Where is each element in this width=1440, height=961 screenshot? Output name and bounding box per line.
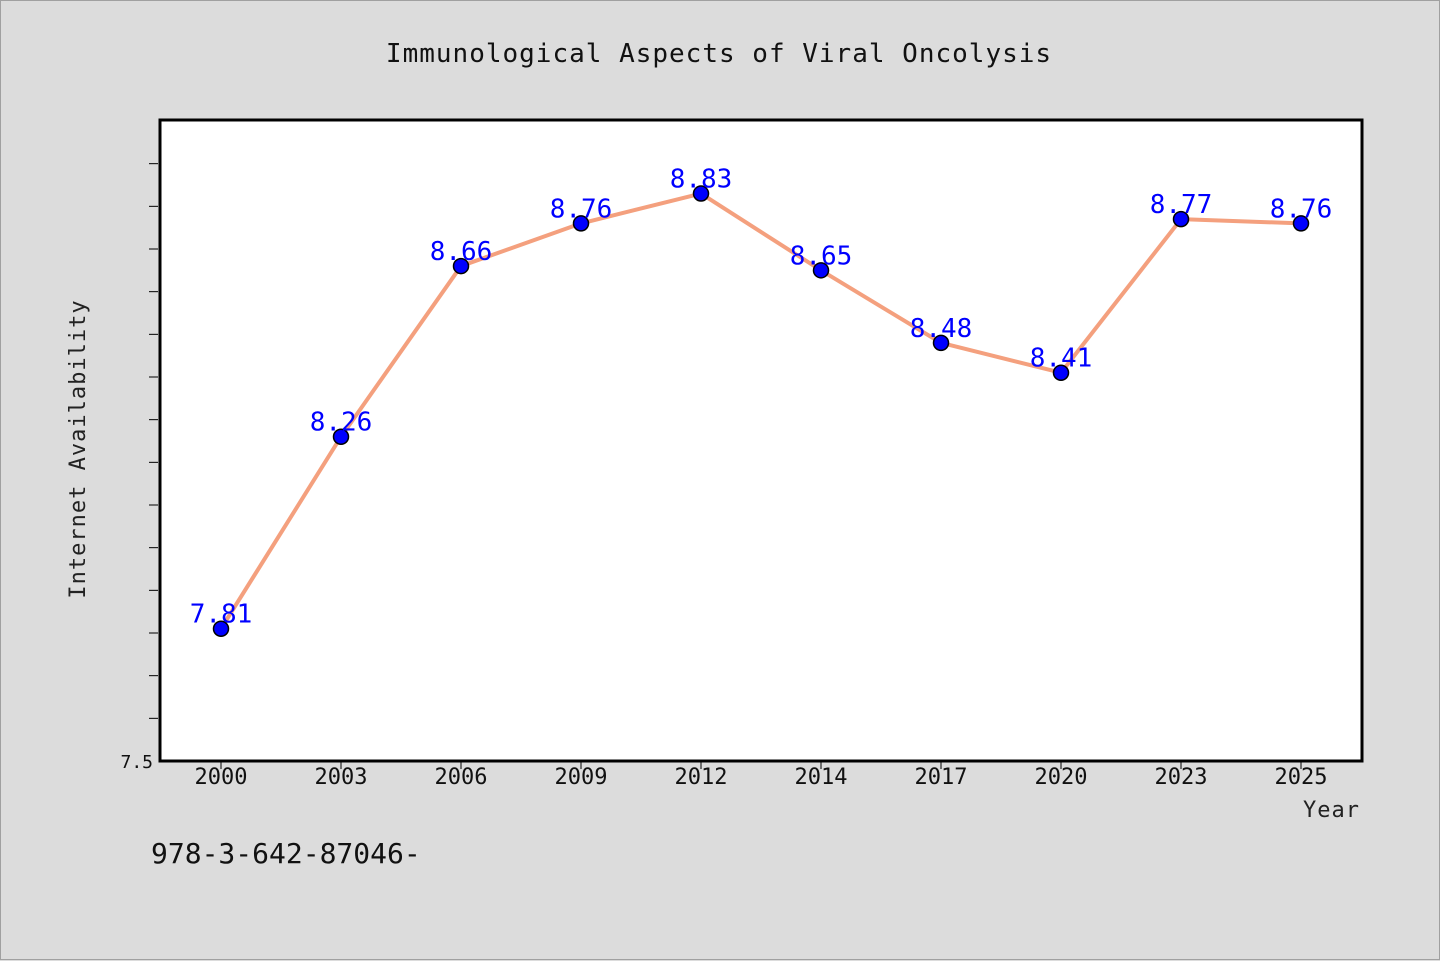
data-point xyxy=(452,257,470,275)
y-tick-label: 7.5 xyxy=(120,752,153,773)
plot-area xyxy=(158,118,1364,763)
footer-isbn: 978-3-642-87046- xyxy=(151,837,421,870)
data-point xyxy=(1052,364,1070,381)
data-point xyxy=(212,620,230,637)
series-layer: 7.81 8.26 8.66 8.76 8.83 8.65 8.48 8.41 8.77 8.76 xyxy=(190,165,1333,637)
data-label: 8.65 xyxy=(790,241,853,271)
x-tick-label: 2017 xyxy=(915,765,968,790)
x-tick-label: 2009 xyxy=(555,765,608,790)
x-tick-label: 2014 xyxy=(795,765,848,790)
x-tick-label: 2000 xyxy=(195,765,248,790)
y-axis-ticks xyxy=(149,163,158,719)
data-label: 8.26 xyxy=(310,408,373,438)
chart-title: Immunological Aspects of Viral Oncolysis xyxy=(386,39,1052,69)
x-tick-label: 2006 xyxy=(435,765,488,790)
data-point xyxy=(332,428,350,445)
x-axis-label: Year xyxy=(1303,798,1360,823)
data-label: 8.77 xyxy=(1150,190,1213,220)
data-label: 8.66 xyxy=(430,237,493,267)
data-label: 8.41 xyxy=(1030,344,1093,374)
x-tick-label: 2003 xyxy=(315,765,368,790)
x-tick-label: 2012 xyxy=(675,765,728,790)
x-tick-label: 2023 xyxy=(1155,765,1208,790)
x-tick-label: 2020 xyxy=(1035,765,1088,790)
data-label: 7.81 xyxy=(190,600,253,630)
data-point xyxy=(1172,210,1190,228)
series-line xyxy=(219,191,1303,631)
data-point xyxy=(1292,215,1310,232)
data-point xyxy=(812,262,830,279)
data-point xyxy=(692,185,710,202)
data-point xyxy=(932,334,950,352)
data-label: 8.83 xyxy=(670,165,733,195)
y-axis-label: Internet Availability xyxy=(66,299,91,598)
x-tick-label: 2025 xyxy=(1275,765,1328,790)
data-label: 8.76 xyxy=(550,194,613,224)
x-axis-ticks: 2000 2003 2006 2009 2012 2014 2017 2020 2023 2025 xyxy=(195,762,1328,790)
data-label: 8.48 xyxy=(910,314,973,344)
data-label: 8.76 xyxy=(1270,194,1333,224)
data-point xyxy=(572,215,590,232)
